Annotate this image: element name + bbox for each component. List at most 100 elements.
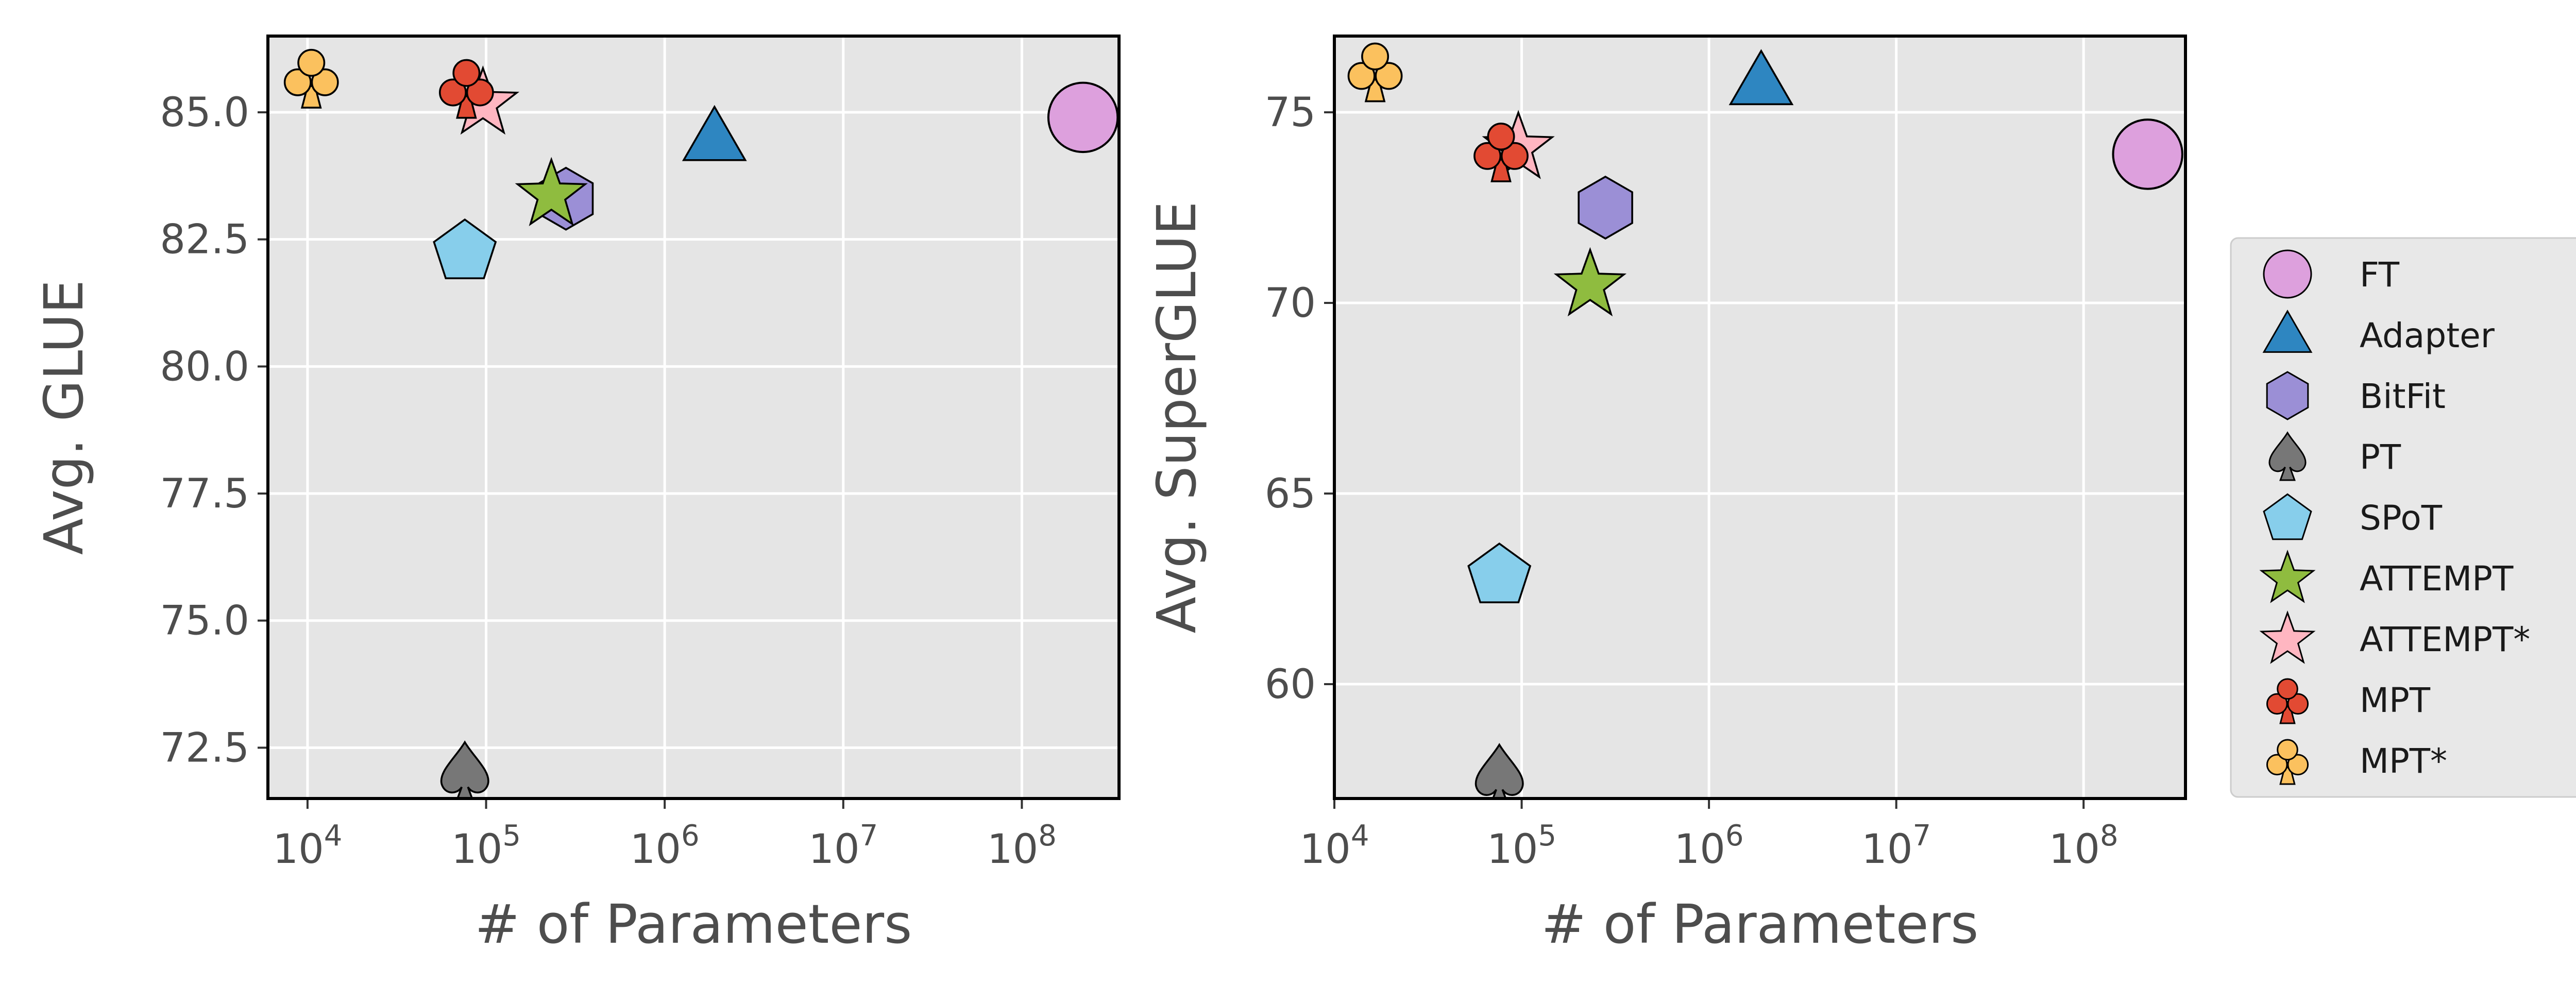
- x-tick-label: 105: [451, 819, 521, 873]
- legend-label: BitFit: [2360, 377, 2446, 416]
- point-mpt-star-leaf-top: [297, 48, 326, 77]
- y-tick-label: 80.0: [160, 344, 249, 390]
- point-attempt: [515, 157, 588, 227]
- legend-marker-ft: [2263, 249, 2312, 299]
- legend-label: Adapter: [2360, 316, 2495, 355]
- point-pt: [440, 740, 489, 799]
- y-tick-label: 75.0: [160, 598, 249, 644]
- legend-marker-adapter: [2262, 309, 2313, 353]
- x-tick-label: 107: [808, 819, 878, 873]
- point-spot-shape: [433, 218, 497, 280]
- axes-frame: [1333, 35, 2187, 800]
- point-mpt-star: [1347, 42, 1403, 103]
- point-mpt-leaf-top: [1487, 123, 1515, 151]
- point-mpt-star-leaf-top: [1361, 42, 1389, 71]
- legend-label: SPoT: [2360, 498, 2443, 538]
- point-adapter: [1728, 49, 1794, 106]
- point-ft: [2112, 118, 2183, 190]
- point-ft-shape: [1047, 81, 1119, 154]
- point-spot-shape: [1467, 542, 1532, 603]
- grid: [268, 36, 1119, 799]
- x-tick-label: 107: [1861, 819, 1931, 873]
- legend-marker-mpt-star-leaf-top: [2277, 739, 2298, 761]
- legend-marker-attempt: [2259, 549, 2316, 603]
- legend-marker-bitfit: [2266, 371, 2309, 420]
- panel-1: 104 105 106 107 108 72.5 75.0 77.5 80.0 82.5 85.0 #…: [32, 35, 1121, 956]
- legend-marker-adapter-shape: [2262, 309, 2313, 353]
- legend-label: MPT: [2360, 681, 2431, 720]
- y-tick-label: 65: [1265, 471, 1316, 517]
- point-mpt-star-leaf-right: [311, 68, 339, 96]
- markers: [283, 48, 1119, 799]
- legend-label: FT: [2360, 255, 2400, 295]
- y-tick-label: 70: [1265, 280, 1316, 327]
- y-axis-title: Avg. SuperGLUE: [1145, 201, 1208, 634]
- point-spot: [433, 218, 497, 280]
- y-tick-label: 85.0: [160, 90, 249, 136]
- x-tick-label: 104: [273, 819, 342, 873]
- legend-box: [2230, 237, 2576, 798]
- legend-marker-mpt-leaf-right: [2287, 693, 2309, 715]
- legend-marker-pt-shape: [2268, 431, 2307, 481]
- point-ft-shape: [2112, 118, 2183, 190]
- legend-marker-pt: [2268, 431, 2307, 481]
- point-adapter-shape: [682, 105, 747, 161]
- x-axis-title: # of Parameters: [1541, 893, 1979, 956]
- y-tick-label: 60: [1265, 661, 1316, 708]
- point-spot: [1467, 542, 1532, 603]
- point-pt-shape: [1475, 743, 1524, 799]
- point-attempt: [1553, 247, 1627, 317]
- legend-marker-mpt: [2266, 678, 2309, 724]
- x-tick-label: 108: [987, 819, 1057, 873]
- legend-label: PT: [2360, 437, 2401, 477]
- point-mpt-star-leaf-left: [1347, 62, 1376, 90]
- point-mpt-leaf-left: [438, 78, 467, 107]
- legend-label: MPT*: [2360, 741, 2447, 781]
- point-bitfit: [1578, 175, 1633, 240]
- point-mpt-leaf-right: [466, 78, 494, 107]
- y-tick-label: 75: [1265, 90, 1316, 136]
- legend-marker-attempt-shape: [2259, 549, 2316, 603]
- x-tick-label: 104: [1300, 819, 1369, 873]
- point-attempt-shape: [515, 157, 588, 227]
- point-ft: [1047, 81, 1119, 154]
- x-axis-title: # of Parameters: [475, 893, 912, 956]
- legend-marker-mpt-leaf-top: [2277, 678, 2298, 700]
- legend-marker-attempt-star-shape: [2259, 610, 2316, 664]
- y-tick-label: 72.5: [160, 725, 249, 771]
- legend-label: ATTEMPT: [2360, 559, 2514, 599]
- legend-marker-bitfit-shape: [2266, 371, 2309, 420]
- legend-marker-attempt-star: [2259, 610, 2316, 664]
- plot-area: [268, 36, 1119, 799]
- legend-marker-mpt-leaf-left: [2266, 693, 2288, 715]
- legend-marker-mpt-star-leaf-right: [2287, 754, 2309, 776]
- y-axis-title: Avg. GLUE: [32, 280, 95, 555]
- legend-marker-mpt-star: [2266, 739, 2309, 785]
- panel-2: 104 105 106 107 108 60 65 70 75 # of Parameters Av…: [1145, 35, 2187, 956]
- point-adapter: [682, 105, 747, 161]
- point-mpt-star-leaf-right: [1375, 62, 1403, 90]
- x-tick-label: 108: [2049, 819, 2119, 873]
- point-mpt: [438, 59, 494, 119]
- point-adapter-shape: [1728, 49, 1794, 106]
- point-bitfit-shape: [1578, 175, 1633, 240]
- x-tick-label: 106: [1674, 819, 1744, 873]
- legend-marker-mpt-star-leaf-left: [2266, 754, 2288, 776]
- legend-marker-ft-shape: [2263, 249, 2312, 299]
- y-tick-label: 77.5: [160, 471, 249, 517]
- point-mpt-leaf-right: [1500, 142, 1529, 170]
- point-pt: [1475, 743, 1524, 799]
- point-mpt-leaf-left: [1473, 142, 1502, 170]
- x-tick-label: 105: [1487, 819, 1556, 873]
- point-mpt: [1473, 123, 1529, 182]
- axes-frame: [266, 35, 1121, 800]
- x-tick-label: 106: [630, 819, 700, 873]
- point-pt-shape: [440, 740, 489, 799]
- y-tick-label: 82.5: [160, 217, 249, 263]
- markers: [1347, 42, 2183, 799]
- point-mpt-star-leaf-left: [283, 68, 312, 96]
- legend-marker-spot: [2263, 493, 2312, 540]
- point-attempt-shape: [1553, 247, 1627, 317]
- legend: FT Adapter BitFit PT SPoT ATTEMPT ATTEMPT* MPT M…: [2230, 237, 2576, 798]
